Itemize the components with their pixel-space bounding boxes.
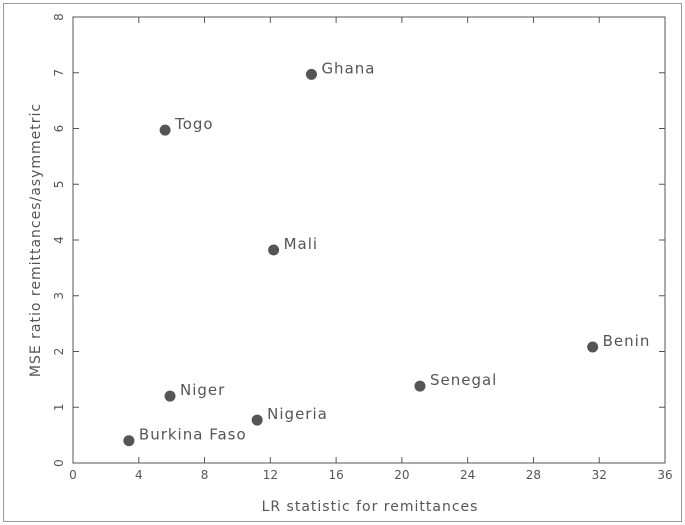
y-tick-label: 5 [52,180,66,188]
data-points [123,68,599,447]
x-tick-label: 24 [460,468,475,482]
y-tick-label: 8 [52,13,66,21]
data-point [414,380,426,392]
y-tick-label: 4 [52,236,66,244]
point-labels: Ghana Togo Mali Benin Senegal Niger Nigeria Bur… [139,59,651,444]
x-tick-label: 8 [201,468,209,482]
figure-frame [3,3,682,522]
plot-area [72,16,666,464]
data-point [587,341,599,353]
point-label: Togo [174,115,214,133]
point-label: Burkina Faso [139,426,247,444]
point-label: Nigeria [267,405,328,423]
y-tick-label: 1 [52,403,66,411]
point-label: Ghana [321,59,375,77]
axis-ticks [72,16,666,464]
y-tick-label: 3 [52,292,66,300]
y-tick-label: 7 [52,69,66,77]
x-tick-label: 0 [69,468,77,482]
x-axis-title: LR statistic for remittances [262,499,479,515]
x-tick-label: 36 [657,468,672,482]
point-label: Mali [284,235,318,253]
x-tick-label: 12 [263,468,278,482]
data-point [123,435,135,447]
x-tick-label: 32 [592,468,607,482]
x-tick-label: 20 [394,468,409,482]
y-axis-title: MSE ratio remittances/asymmetric [28,103,44,377]
point-label: Benin [603,332,651,350]
point-label: Senegal [430,371,497,389]
y-tick-label: 0 [52,459,66,467]
data-point [268,244,280,256]
point-label: Niger [180,381,225,399]
x-tick-label: 4 [135,468,143,482]
data-point [159,124,171,136]
data-point [305,68,317,80]
x-tick-label: 28 [526,468,541,482]
x-tick-label: 16 [328,468,343,482]
data-point [251,414,263,426]
y-tick-label: 2 [52,348,66,356]
data-point [164,390,176,402]
y-tick-label: 6 [52,125,66,133]
